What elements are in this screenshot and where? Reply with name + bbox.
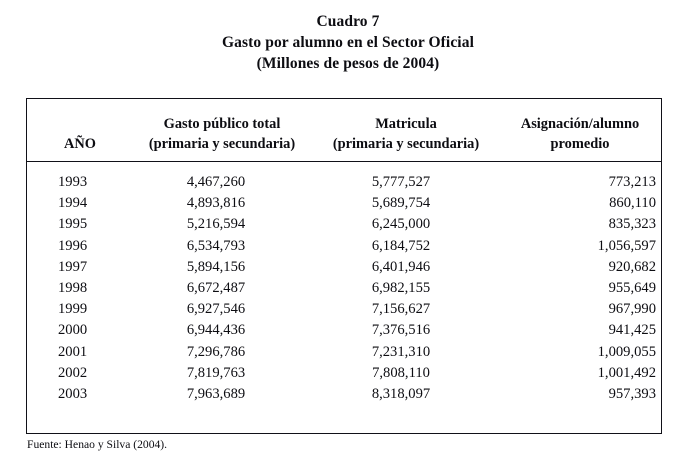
table-header-row: AÑO Gasto público total (primaria y secu… (27, 99, 661, 162)
cell-gasto: 7,963,689 (186, 386, 246, 403)
cell-year: 1996 (58, 237, 88, 254)
column-header-asignacion: Asignación/alumno promedio (499, 99, 661, 162)
cell-asignacion: 941,425 (608, 322, 656, 339)
table-row: 2000 6,944,436 7,376,516 941,425 (27, 320, 661, 341)
cell-matricula: 6,982,155 (371, 280, 431, 297)
cell-gasto: 6,534,793 (186, 237, 246, 254)
cell-gasto: 5,894,156 (186, 258, 246, 275)
cell-year: 2003 (58, 386, 88, 403)
cell-matricula: 7,156,627 (371, 301, 431, 318)
data-table-frame: AÑO Gasto público total (primaria y secu… (26, 98, 662, 434)
cell-asignacion: 957,393 (608, 386, 656, 403)
cell-year: 1994 (58, 195, 88, 212)
column-header-asignacion-line1: Asignación/alumno (520, 116, 640, 132)
column-header-matricula: Matricula (primaria y secundaria) (313, 99, 499, 162)
cell-gasto: 7,819,763 (186, 364, 246, 381)
cell-year: 2002 (58, 364, 88, 381)
cell-matricula: 7,231,310 (371, 343, 431, 360)
table-row: 2003 7,963,689 8,318,097 957,393 (27, 384, 661, 405)
table-row: 1994 4,893,816 5,689,754 860,110 (27, 193, 661, 214)
cell-gasto: 6,672,487 (186, 280, 246, 297)
table-row: 1997 5,894,156 6,401,946 920,682 (27, 257, 661, 278)
cell-year: 1995 (58, 216, 88, 233)
cell-asignacion: 967,990 (608, 301, 656, 318)
cell-year: 1997 (58, 258, 88, 275)
cell-matricula: 5,689,754 (371, 195, 431, 212)
cell-matricula: 8,318,097 (371, 386, 431, 403)
cell-asignacion: 860,110 (609, 195, 656, 212)
column-header-matricula-line1: Matricula (375, 116, 437, 132)
cell-asignacion: 835,323 (608, 216, 656, 233)
cell-gasto: 7,296,786 (186, 343, 246, 360)
cell-asignacion: 773,213 (608, 174, 656, 190)
cell-asignacion: 1,056,597 (597, 237, 656, 254)
cell-asignacion: 1,009,055 (597, 343, 656, 360)
cell-year: 2001 (58, 343, 88, 360)
column-header-asignacion-line2: promedio (550, 136, 610, 152)
table-title: Gasto por alumno en el Sector Oficial (222, 34, 474, 51)
cell-asignacion: 955,649 (608, 280, 656, 297)
column-header-gasto: Gasto público total (primaria y secundar… (131, 99, 313, 162)
table-row: 1993 4,467,260 5,777,527 773,213 (27, 162, 661, 194)
data-table: AÑO Gasto público total (primaria y secu… (27, 99, 661, 405)
table-row: 1999 6,927,546 7,156,627 967,990 (27, 299, 661, 320)
cell-gasto: 5,216,594 (186, 216, 246, 233)
column-header-year-line2: AÑO (64, 136, 96, 152)
table-row: 2002 7,819,763 7,808,110 1,001,492 (27, 363, 661, 384)
cell-year: 1999 (58, 301, 88, 318)
column-header-matricula-line2: (primaria y secundaria) (332, 136, 480, 152)
cell-matricula: 6,245,000 (371, 216, 431, 233)
table-row: 1995 5,216,594 6,245,000 835,323 (27, 214, 661, 235)
cell-matricula: 6,184,752 (371, 237, 431, 254)
table-source-note: Fuente: Henao y Silva (2004). (27, 438, 168, 451)
column-header-year: AÑO (27, 99, 131, 162)
table-row: 1998 6,672,487 6,982,155 955,649 (27, 278, 661, 299)
cell-gasto: 6,944,436 (186, 322, 246, 339)
table-header: AÑO Gasto público total (primaria y secu… (27, 99, 661, 162)
table-title-block: Cuadro 7 Gasto por alumno en el Sector O… (0, 11, 696, 74)
table-number: Cuadro 7 (316, 13, 380, 30)
cell-gasto: 6,927,546 (186, 301, 246, 318)
cell-matricula: 7,376,516 (371, 322, 431, 339)
column-header-gasto-line1: Gasto público total (163, 116, 281, 132)
cell-year: 1998 (58, 280, 88, 297)
column-header-gasto-line2: (primaria y secundaria) (148, 136, 296, 152)
cell-year: 1993 (58, 174, 88, 190)
table-row: 2001 7,296,786 7,231,310 1,009,055 (27, 342, 661, 363)
cell-matricula: 5,777,527 (371, 174, 431, 190)
cell-asignacion: 1,001,492 (597, 364, 656, 381)
cell-year: 2000 (58, 322, 88, 339)
cell-matricula: 6,401,946 (371, 258, 431, 275)
table-subtitle: (Millones de pesos de 2004) (256, 55, 440, 72)
table-body: 1993 4,467,260 5,777,527 773,213 1994 4,… (27, 162, 661, 406)
table-row: 1996 6,534,793 6,184,752 1,056,597 (27, 236, 661, 257)
cell-matricula: 7,808,110 (372, 364, 430, 381)
cell-asignacion: 920,682 (608, 258, 656, 275)
cell-gasto: 4,893,816 (186, 195, 246, 212)
cell-gasto: 4,467,260 (186, 174, 246, 190)
